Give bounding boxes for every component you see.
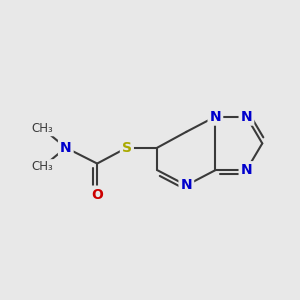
Text: N: N bbox=[241, 163, 252, 177]
Text: N: N bbox=[181, 178, 192, 192]
Text: N: N bbox=[210, 110, 221, 124]
Text: CH₃: CH₃ bbox=[32, 122, 53, 135]
Text: CH₃: CH₃ bbox=[32, 160, 53, 173]
Text: N: N bbox=[241, 110, 252, 124]
Text: N: N bbox=[60, 141, 72, 155]
Text: O: O bbox=[91, 188, 103, 202]
Text: S: S bbox=[122, 141, 132, 155]
